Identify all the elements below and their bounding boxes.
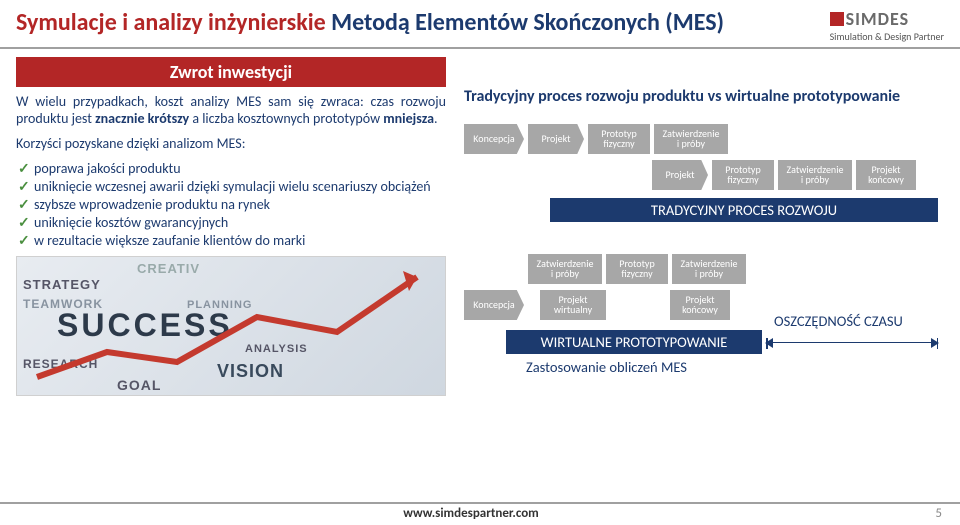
title-part-red: Symulacje i analizy inżynierskie xyxy=(16,8,331,37)
benefits-lead: Korzyści pozyskane dzięki analizom MES: xyxy=(16,135,446,152)
trend-arrow-icon xyxy=(17,257,446,396)
box-koncepcja-trad: Koncepcja xyxy=(464,124,524,154)
savings-label: OSZCZĘDNOŚĆ CZASU xyxy=(774,312,903,330)
box-prototyp-virt: Prototyp fizyczny xyxy=(606,254,668,284)
box-projekt-trad: Projekt xyxy=(528,124,584,154)
box-koncepcja-virt: Koncepcja xyxy=(464,290,524,320)
p1-em1: znacznie krótszy xyxy=(95,110,189,127)
box-zatw-virt1: Zatwierdzenie i próby xyxy=(528,254,602,284)
process-diagram: Koncepcja Projekt Prototyp fizyczny Zatw… xyxy=(464,124,944,394)
banner-traditional: TRADYCYJNY PROCES ROZWOJU xyxy=(550,198,938,222)
left-column: Zwrot inwestycji W wielu przypadkach, ko… xyxy=(16,57,446,396)
logo-wordmark: SIMDES xyxy=(830,8,944,30)
box-projekt-koncowy-trad: Projekt końcowy xyxy=(856,160,916,190)
box-zatw-virt2: Zatwierdzenie i próby xyxy=(672,254,746,284)
benefit-item: poprawa jakości produktu xyxy=(16,160,446,178)
benefit-item: w rezultacie większe zaufanie klientów d… xyxy=(16,232,446,250)
box-projekt-koncowy-virt: Projekt końcowy xyxy=(670,290,730,320)
box-projekt-wirtualny: Projekt wirtualny xyxy=(540,290,606,320)
subtitle-virtual: Zastosowanie obliczeń MES xyxy=(526,358,687,376)
slide-footer: www.simdespartner.com 5 xyxy=(0,502,960,521)
logo-text: SIMDES xyxy=(846,8,910,30)
slide-header: Symulacje i analizy inżynierskie Metodą … xyxy=(0,0,960,49)
box-zatw-trad2: Zatwierdzenie i próby xyxy=(778,160,852,190)
p1-b: a liczba kosztownych prototypów xyxy=(189,110,383,127)
intro-paragraph: W wielu przypadkach, koszt analizy MES s… xyxy=(16,93,446,127)
slide-title: Symulacje i analizy inżynierskie Metodą … xyxy=(16,8,724,37)
footer-url: www.simdespartner.com xyxy=(403,506,539,521)
box-zatw-trad1: Zatwierdzenie i próby xyxy=(654,124,728,154)
box-prototyp-trad2: Prototyp fizyczny xyxy=(712,160,774,190)
title-part-navy: Metodą Elementów Skończonych (MES) xyxy=(331,8,724,37)
benefit-item: uniknięcie kosztów gwarancyjnych xyxy=(16,214,446,232)
right-column: Tradycyjny proces rozwoju produktu vs wi… xyxy=(464,57,944,396)
logo: SIMDES Simulation & Design Partner xyxy=(830,8,944,43)
p1-c: . xyxy=(434,110,438,127)
logo-cube-icon xyxy=(830,12,844,26)
p1-em2: mniejsza xyxy=(383,110,434,127)
benefit-item: szybsze wprowadzenie produktu na rynek xyxy=(16,196,446,214)
page-number: 5 xyxy=(935,506,942,521)
logo-tagline: Simulation & Design Partner xyxy=(830,30,944,43)
box-projekt-trad2: Projekt xyxy=(652,160,708,190)
banner-virtual: WIRTUALNE PROTOTYPOWANIE xyxy=(506,330,762,354)
savings-arrow-icon xyxy=(766,342,938,352)
stock-photo-placeholder: CREATIV STRATEGY TEAMWORK PLANNING SUCCE… xyxy=(16,256,446,396)
section-bar: Zwrot inwestycji xyxy=(16,57,446,87)
slide-body: Zwrot inwestycji W wielu przypadkach, ko… xyxy=(0,49,960,396)
benefit-item: uniknięcie wczesnej awarii dzięki symula… xyxy=(16,178,446,196)
benefits-list: poprawa jakości produktu uniknięcie wcze… xyxy=(16,160,446,250)
box-prototyp-trad1: Prototyp fizyczny xyxy=(588,124,650,154)
comparison-title: Tradycyjny proces rozwoju produktu vs wi… xyxy=(464,87,944,106)
